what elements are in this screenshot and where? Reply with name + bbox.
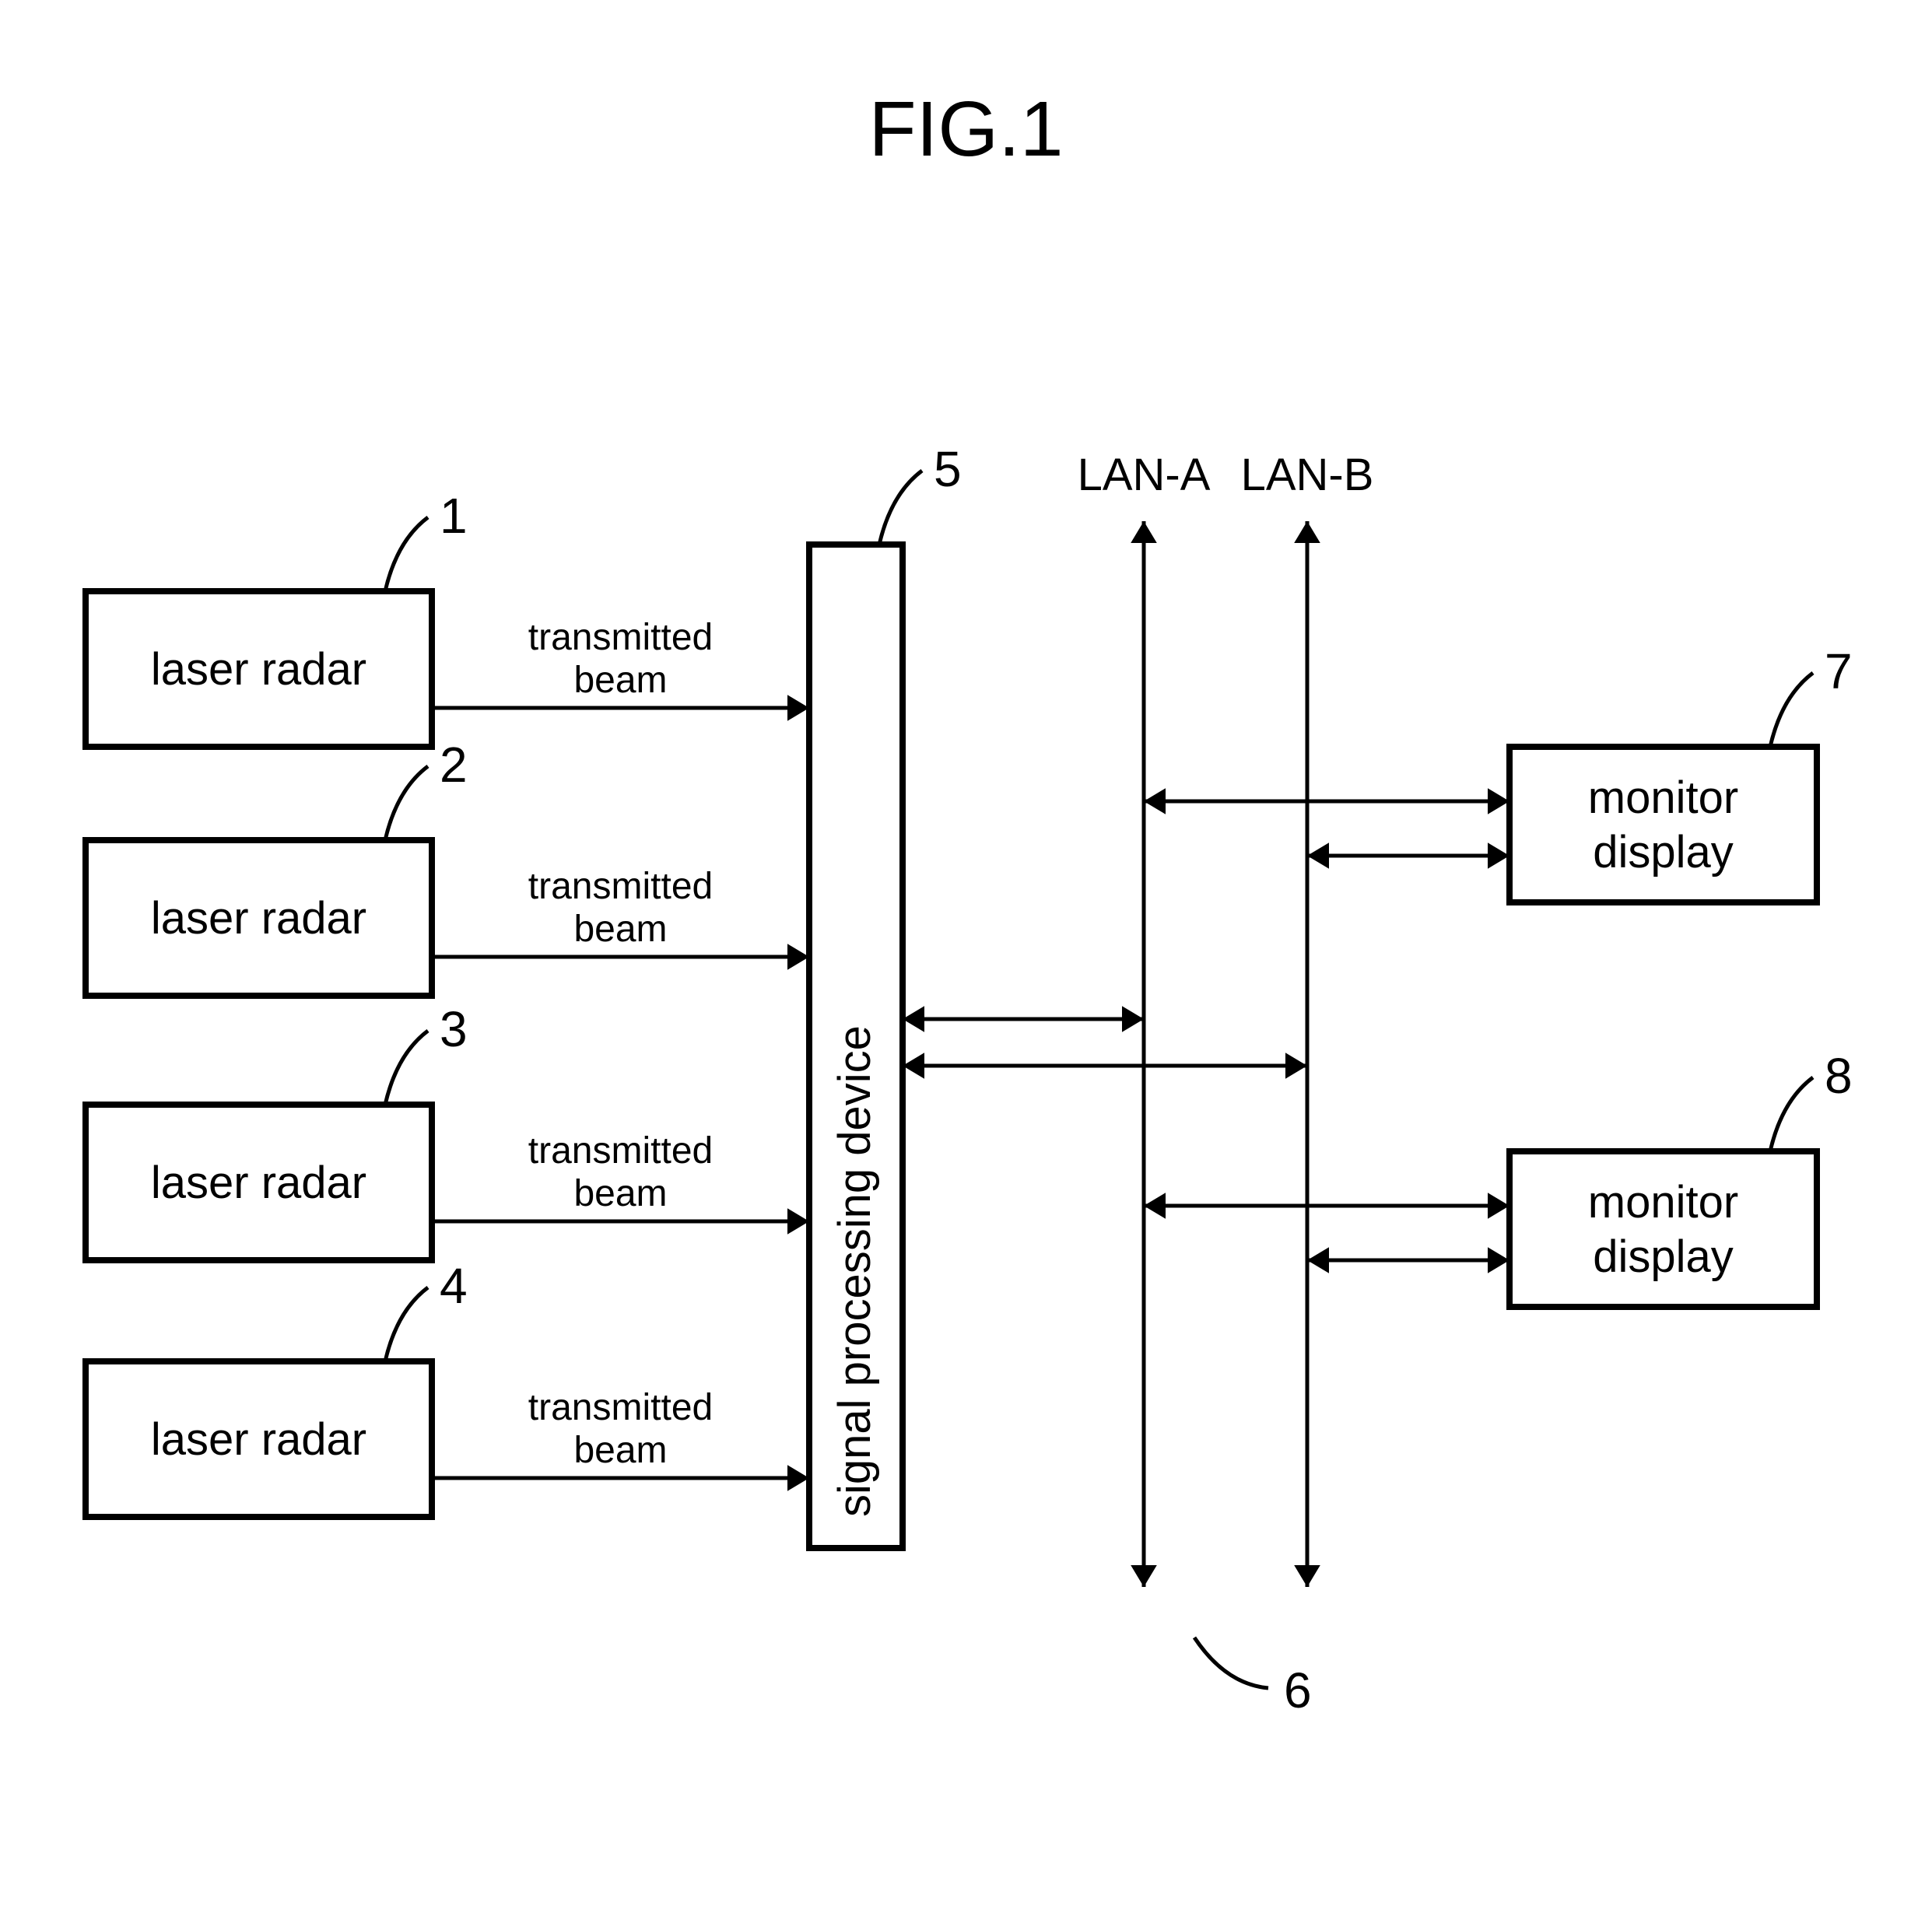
signal-processing-leader (879, 471, 922, 545)
arrowhead-icon (1294, 1565, 1320, 1587)
arrowhead-icon (1488, 1247, 1509, 1273)
radar-edge-label-4-line1: transmitted (528, 1387, 713, 1428)
laser-radar-4-leader (385, 1287, 428, 1361)
laser-radar-1-leader (385, 517, 428, 591)
arrowhead-icon (787, 944, 809, 970)
laser-radar-label-4: laser radar (151, 1414, 366, 1465)
laser-radar-label-3: laser radar (151, 1158, 366, 1208)
radar-edge-label-2-line1: transmitted (528, 866, 713, 907)
signal-processing-label: signal processing device (829, 1025, 880, 1517)
arrowhead-icon (787, 1465, 809, 1491)
arrowhead-icon (1488, 788, 1509, 814)
monitor-2-leader (1770, 1077, 1813, 1151)
monitor-label-2-line1: monitor (1588, 1177, 1738, 1228)
laser-radar-2-ref: 2 (440, 737, 468, 793)
arrowhead-icon (1307, 842, 1329, 869)
monitor-label-2-line2: display (1593, 1231, 1734, 1282)
radar-edge-label-3-line1: transmitted (528, 1130, 713, 1172)
arrowhead-icon (1131, 1565, 1157, 1587)
monitor-1-leader (1770, 673, 1813, 747)
lan-b-label: LAN-B (1241, 450, 1374, 500)
arrowhead-icon (1122, 1006, 1144, 1032)
monitor-label-1-line1: monitor (1588, 772, 1738, 823)
arrowhead-icon (1144, 788, 1166, 814)
radar-edge-label-3-line2: beam (573, 1173, 667, 1214)
monitor-box-1 (1509, 747, 1817, 902)
lan-leader (1194, 1638, 1268, 1688)
arrowhead-icon (903, 1053, 924, 1079)
laser-radar-label-1: laser radar (151, 644, 366, 695)
radar-edge-label-1-line2: beam (573, 660, 667, 701)
arrowhead-icon (1307, 1247, 1329, 1273)
laser-radar-3-leader (385, 1031, 428, 1105)
monitor-1-ref: 7 (1825, 643, 1853, 699)
arrowhead-icon (903, 1006, 924, 1032)
laser-radar-1-ref: 1 (440, 488, 468, 544)
arrowhead-icon (1294, 521, 1320, 543)
laser-radar-4-ref: 4 (440, 1258, 468, 1314)
radar-edge-label-4-line2: beam (573, 1430, 667, 1471)
arrowhead-icon (1488, 1193, 1509, 1219)
monitor-box-2 (1509, 1151, 1817, 1307)
laser-radar-3-ref: 3 (440, 1001, 468, 1057)
arrowhead-icon (1285, 1053, 1307, 1079)
arrowhead-icon (1131, 521, 1157, 543)
laser-radar-2-leader (385, 766, 428, 840)
signal-processing-ref: 5 (934, 441, 962, 497)
arrowhead-icon (787, 1208, 809, 1235)
monitor-2-ref: 8 (1825, 1048, 1853, 1104)
arrowhead-icon (1488, 842, 1509, 869)
figure-title: FIG.1 (868, 86, 1063, 173)
lan-a-label: LAN-A (1078, 450, 1211, 500)
laser-radar-label-2: laser radar (151, 893, 366, 944)
monitor-label-1-line2: display (1593, 827, 1734, 877)
arrowhead-icon (1144, 1193, 1166, 1219)
arrowhead-icon (787, 695, 809, 721)
radar-edge-label-2-line2: beam (573, 909, 667, 950)
radar-edge-label-1-line1: transmitted (528, 617, 713, 658)
lan-ref: 6 (1284, 1662, 1312, 1718)
